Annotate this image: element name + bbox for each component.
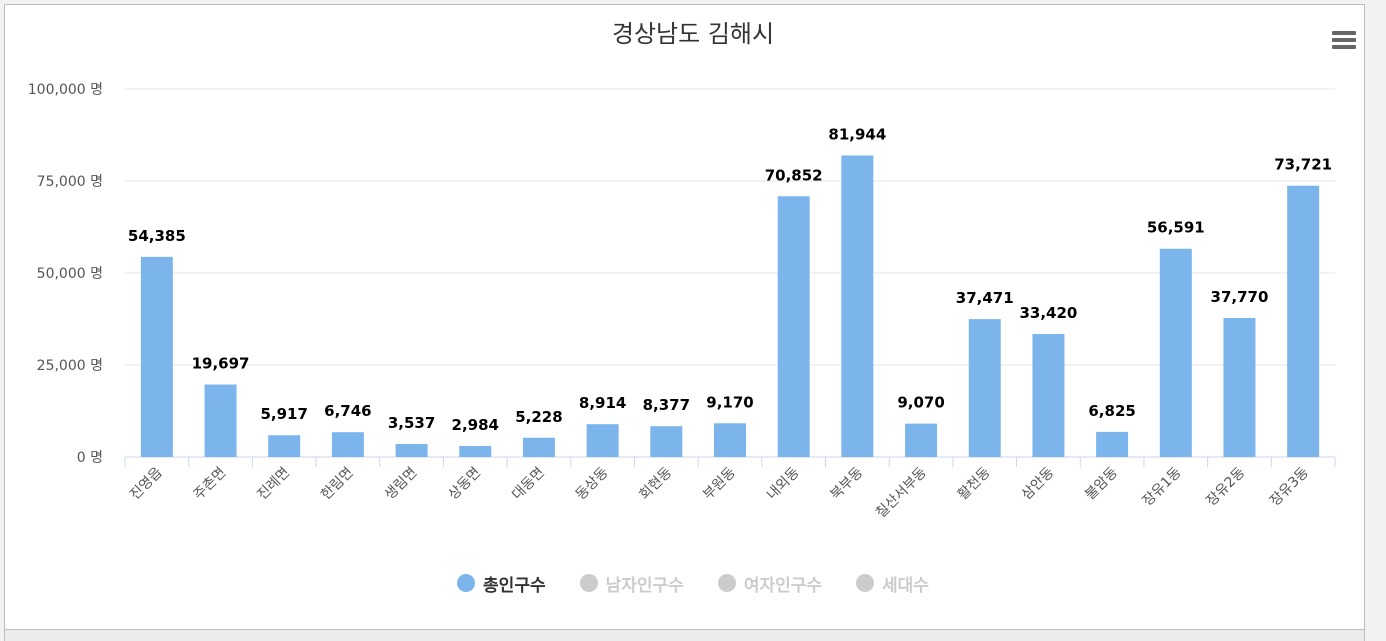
- legend-label: 총인구수: [483, 575, 546, 596]
- bar-칠산서부동: [905, 423, 938, 457]
- legend-item[interactable]: 남자인구수: [579, 571, 684, 596]
- x-tick-label: 부원동: [700, 464, 739, 503]
- x-tick-label: 한림면: [318, 465, 357, 504]
- bar-대동면: [522, 437, 555, 457]
- data-label: 6,746: [324, 402, 371, 420]
- x-tick-label: 활천동: [955, 464, 994, 503]
- bar-부원동: [714, 423, 746, 457]
- bar-진영읍: [140, 256, 173, 457]
- y-tick-label: 50,000 명: [37, 266, 103, 282]
- bar-상동면: [459, 446, 492, 457]
- data-label: 9,170: [706, 393, 753, 411]
- bar-삼안동: [1032, 334, 1065, 457]
- x-tick-label: 장유2동: [1203, 464, 1248, 509]
- x-tick-label: 주촌면: [191, 465, 230, 504]
- y-tick-label: 0 명: [77, 450, 103, 466]
- bar-동상동: [586, 424, 619, 457]
- data-label: 19,697: [192, 355, 250, 373]
- bar-장유1동: [1159, 248, 1192, 457]
- y-tick-label: 25,000 명: [37, 358, 103, 374]
- data-label: 37,471: [956, 289, 1014, 307]
- x-tick-label: 회현동: [637, 464, 676, 503]
- data-label: 37,770: [1211, 288, 1269, 306]
- y-tick-label: 75,000 명: [37, 174, 103, 190]
- data-label: 70,852: [765, 166, 823, 184]
- chart-title: 경상남도 김해시: [611, 20, 775, 48]
- x-tick-label: 칠산서부동: [873, 464, 930, 521]
- legend-marker: [717, 574, 736, 592]
- data-label: 6,825: [1088, 402, 1135, 420]
- data-label: 9,070: [897, 394, 944, 412]
- bar-장유2동: [1223, 318, 1256, 457]
- legend-item[interactable]: 여자인구수: [717, 571, 823, 596]
- x-tick-label: 상동면: [445, 465, 484, 504]
- data-label: 8,914: [579, 394, 626, 412]
- x-tick-label: 삼안동: [1019, 464, 1058, 503]
- x-tick-label: 북부동: [828, 464, 867, 503]
- bar-한림면: [331, 432, 364, 457]
- legend: 총인구수 남자인구수 여자인구수 세대수: [0, 569, 1386, 597]
- x-tick-label: 진영읍: [127, 464, 166, 503]
- data-label: 5,228: [515, 408, 562, 426]
- legend-label: 남자인구수: [605, 575, 684, 596]
- legend-item[interactable]: 총인구수: [457, 571, 546, 596]
- bar-회현동: [650, 426, 683, 457]
- data-label: 81,944: [828, 125, 886, 143]
- data-label: 8,377: [643, 396, 690, 414]
- data-label: 2,984: [452, 416, 499, 434]
- data-label: 73,721: [1274, 156, 1332, 174]
- bar-불암동: [1096, 431, 1129, 457]
- data-label: 5,917: [260, 405, 307, 423]
- bar-북부동: [841, 155, 874, 457]
- scroll-strip: [4, 630, 1365, 641]
- legend-label: 여자인구수: [743, 575, 823, 596]
- x-tick-label: 대동면: [509, 465, 548, 504]
- legend-label: 세대수: [882, 575, 929, 596]
- bar-활천동: [968, 319, 1001, 457]
- x-tick-label: 진례면: [254, 465, 293, 504]
- x-tick-label: 장유3동: [1267, 464, 1312, 509]
- bar-주촌면: [204, 384, 237, 457]
- legend-marker: [856, 574, 875, 592]
- data-label: 33,420: [1019, 304, 1077, 322]
- bar-진례면: [268, 435, 301, 457]
- legend-item[interactable]: 세대수: [856, 571, 929, 596]
- data-label: 54,385: [128, 227, 186, 245]
- x-tick-label: 장유1동: [1140, 464, 1185, 509]
- data-label: 3,537: [388, 414, 435, 432]
- chart-container: [4, 4, 1365, 630]
- x-tick-label: 동상동: [573, 464, 612, 503]
- x-tick-label: 내외동: [764, 464, 803, 503]
- x-tick-label: 불암동: [1082, 464, 1121, 503]
- hamburger-menu-icon[interactable]: [1330, 28, 1358, 52]
- bar-장유3동: [1287, 185, 1320, 457]
- y-tick-label: 100,000 명: [28, 82, 103, 98]
- bar-생림면: [395, 443, 428, 457]
- legend-marker: [457, 574, 476, 592]
- x-tick-label: 생림면: [382, 465, 421, 504]
- bar-내외동: [777, 196, 810, 457]
- legend-marker: [579, 574, 598, 592]
- data-label: 56,591: [1147, 219, 1205, 237]
